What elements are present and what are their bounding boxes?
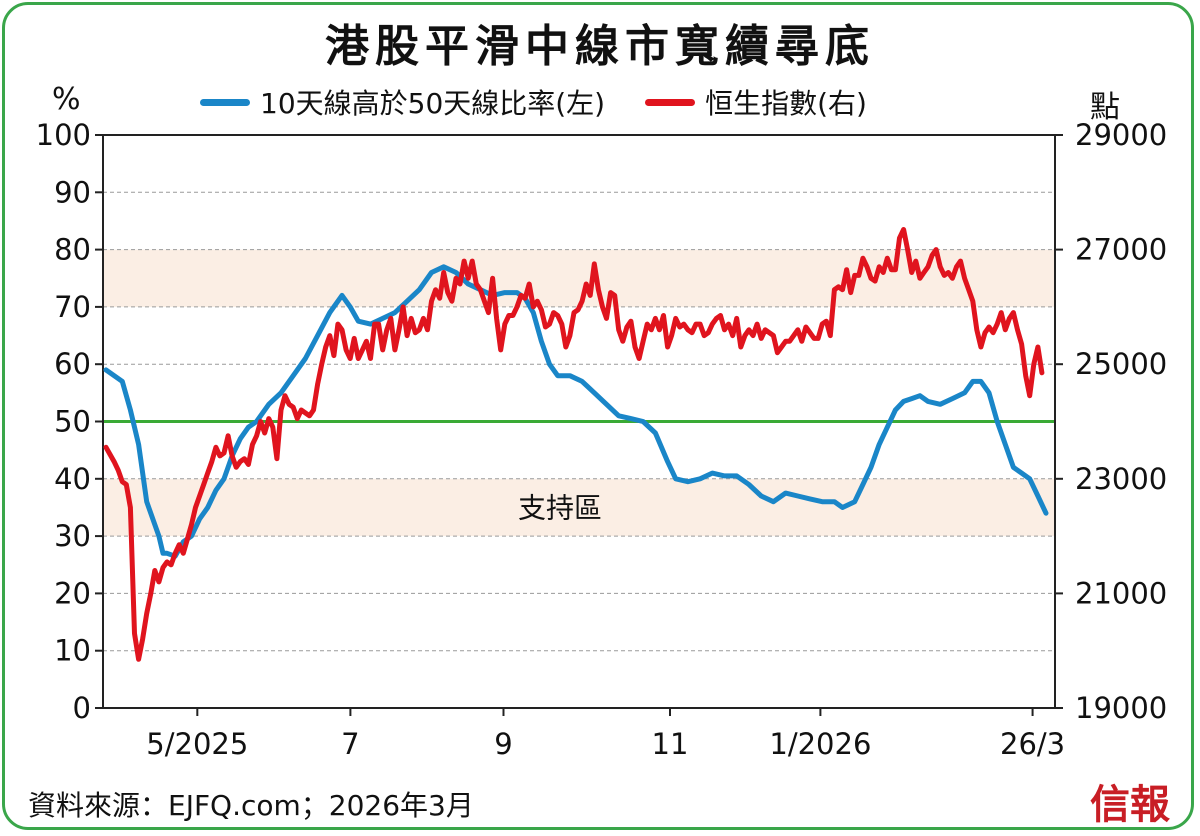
right-axis-unit: 點 <box>1090 90 1120 125</box>
left-tick-label: 100 <box>36 118 91 152</box>
legend-item-blue: 10天線高於50天線比率(左) <box>200 82 605 122</box>
right-tick-label: 23000 <box>1075 462 1167 496</box>
x-tick-label: 26/3 <box>1000 727 1065 761</box>
left-tick-label: 30 <box>54 519 91 553</box>
support-zone-label: 支持區 <box>518 491 602 524</box>
x-tick-label: 5/2025 <box>146 727 248 761</box>
left-tick-label: 90 <box>54 175 91 209</box>
right-tick-label: 27000 <box>1075 233 1167 267</box>
legend-swatch-blue <box>200 98 250 106</box>
left-tick-label: 50 <box>54 405 91 439</box>
left-tick-label: 20 <box>54 576 91 610</box>
left-tick-label: 80 <box>54 233 91 267</box>
right-tick-label: 21000 <box>1075 576 1167 610</box>
x-tick-label: 7 <box>341 727 359 761</box>
legend-label-blue: 10天線高於50天線比率(左) <box>260 87 606 120</box>
series-line-hang-seng-index <box>103 227 1045 662</box>
legend: 10天線高於50天線比率(左) 恒生指數(右) <box>200 82 907 122</box>
left-tick-label: 60 <box>54 347 91 381</box>
right-tick-label: 29000 <box>1075 118 1167 152</box>
left-axis-unit: % <box>52 82 81 117</box>
x-tick-label: 1/2026 <box>769 727 871 761</box>
chart-title: 港股平滑中線市寬續尋底 <box>325 21 875 72</box>
right-tick-label: 19000 <box>1075 691 1167 725</box>
series-line-breadth-ratio <box>103 264 1049 559</box>
left-tick-label: 0 <box>73 691 91 725</box>
left-tick-label: 10 <box>54 634 91 668</box>
shaded-band-1 <box>103 249 1055 307</box>
legend-item-red: 恒生指數(右) <box>645 82 867 122</box>
x-tick-label: 9 <box>494 727 512 761</box>
left-tick-label: 70 <box>54 290 91 324</box>
brand-logo: 信報 <box>1090 781 1170 828</box>
source-note: 資料來源：EJFQ.com；2026年3月 <box>28 789 474 822</box>
right-tick-label: 25000 <box>1075 347 1167 381</box>
legend-label-red: 恒生指數(右) <box>705 87 867 120</box>
x-tick-label: 11 <box>652 727 689 761</box>
shaded-band-0 <box>103 478 1055 537</box>
left-tick-label: 40 <box>54 462 91 496</box>
legend-swatch-red <box>645 98 696 106</box>
